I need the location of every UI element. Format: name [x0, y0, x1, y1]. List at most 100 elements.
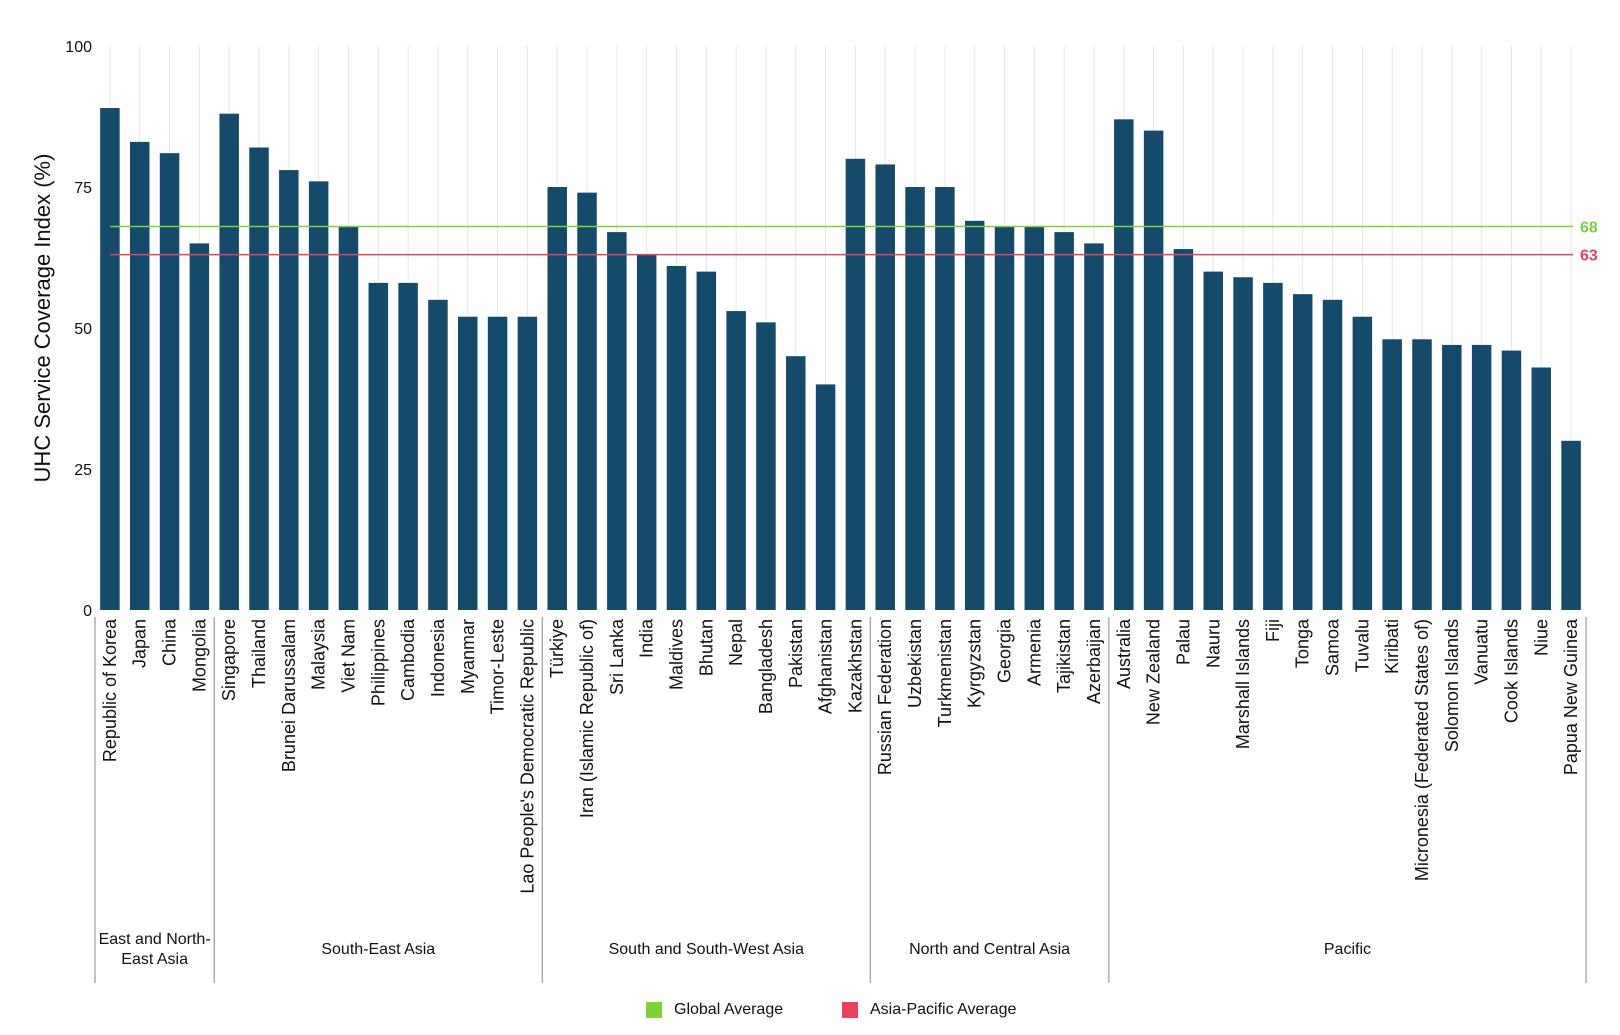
bar: [219, 113, 239, 611]
bar: [756, 322, 776, 610]
x-tick-label: Lao People's Democratic Republic: [517, 619, 537, 894]
y-tick-label: 75: [74, 180, 92, 197]
bar: [279, 170, 299, 610]
x-tick-label: Solomon Islands: [1442, 619, 1462, 752]
bar: [1203, 271, 1223, 610]
x-tick-label: Cook Islands: [1501, 619, 1521, 723]
x-tick-label: Indonesia: [428, 618, 448, 697]
asia-pacific-average-swatch: [842, 1002, 858, 1018]
bar: [1531, 367, 1552, 610]
bar: [1024, 226, 1045, 611]
group-label: South-East Asia: [321, 941, 435, 958]
bar: [1292, 294, 1313, 610]
x-axis: Republic of Korea Japan China Mongolia Singa…: [100, 618, 1581, 894]
x-tick-label: Tonga: [1293, 618, 1313, 668]
bar: [1084, 243, 1104, 610]
x-tick-label: Afghanistan: [816, 619, 836, 714]
bar: [935, 187, 955, 610]
x-tick-label: China: [160, 618, 180, 666]
y-tick-label: 50: [74, 321, 92, 338]
bar: [249, 147, 269, 610]
bar: [1382, 339, 1402, 610]
reference-lines: 68 63: [110, 219, 1598, 265]
x-tick-label: Singapore: [219, 619, 239, 701]
x-tick-label: Cambodia: [398, 618, 418, 701]
bar: [1263, 282, 1283, 610]
y-tick-label: 25: [74, 462, 92, 479]
bar: [159, 153, 180, 610]
x-tick-label: Viet Nam: [338, 619, 358, 693]
x-tick-label: Tajikistan: [1054, 619, 1074, 693]
bar: [1561, 440, 1581, 610]
group-label: Pacific: [1324, 941, 1371, 958]
x-tick-label: India: [637, 618, 657, 658]
bar: [815, 384, 836, 610]
x-tick-label: Maldives: [666, 619, 686, 690]
x-tick-label: Bangladesh: [756, 619, 776, 714]
bar: [1173, 249, 1194, 611]
bar: [1054, 232, 1074, 610]
x-tick-label: Iran (Islamic Republic of): [577, 619, 597, 818]
bar: [577, 192, 597, 610]
bar: [308, 181, 329, 611]
x-tick-label: Nauru: [1203, 619, 1223, 668]
bar: [666, 265, 687, 610]
bar: [129, 141, 150, 610]
region-groups: East and North-East Asia South-East Asia S…: [94, 617, 1587, 983]
x-tick-label: Vanuatu: [1472, 619, 1492, 685]
grid-lines: [109, 46, 1572, 610]
reference-line-label: 63: [1580, 248, 1598, 265]
x-tick-label: Armenia: [1024, 618, 1044, 686]
x-tick-label: Azerbaijan: [1084, 619, 1104, 704]
y-tick-label: 0: [83, 603, 92, 620]
bar: [786, 356, 806, 610]
x-tick-label: Nepal: [726, 619, 746, 666]
bar: [1322, 299, 1343, 610]
group-label: South and South-West Asia: [609, 941, 804, 958]
x-tick-label: Sri Lanka: [607, 618, 627, 695]
bar: [964, 220, 985, 610]
y-axis: 0 25 50 75 100 UHC Service Coverage Index (%): [30, 39, 92, 620]
x-tick-label: Palau: [1173, 619, 1193, 665]
x-tick-label: Republic of Korea: [100, 618, 120, 762]
group-label: North and Central Asia: [909, 941, 1070, 958]
x-tick-label: Malaysia: [309, 618, 329, 690]
bar: [428, 299, 448, 610]
legend-item-asia-pacific: Asia-Pacific Average: [842, 1001, 1016, 1019]
x-tick-label: Marshall Islands: [1233, 619, 1253, 749]
x-tick-label: Niue: [1531, 619, 1551, 656]
bar: [607, 232, 627, 610]
x-tick-label: Kazakhstan: [845, 619, 865, 713]
x-tick-label: Timor-Leste: [488, 619, 508, 714]
x-tick-label: Tuvalu: [1352, 619, 1372, 672]
x-tick-label: Mongolia: [189, 618, 209, 692]
x-tick-label: Russian Federation: [875, 619, 895, 775]
x-tick-label: Thailand: [249, 619, 269, 688]
bar: [696, 271, 717, 610]
bar: [1143, 130, 1164, 610]
bar: [1442, 344, 1462, 610]
bar: [1233, 277, 1253, 610]
x-tick-label: Kyrgyzstan: [965, 619, 985, 708]
x-tick-label: Brunei Darussalam: [279, 619, 299, 772]
bar: [1412, 339, 1432, 610]
bar: [994, 226, 1015, 611]
bar: [189, 243, 210, 610]
x-tick-label: Australia: [1114, 618, 1134, 689]
bar: [726, 311, 746, 610]
legend-global-label: Global Average: [674, 1001, 784, 1018]
x-tick-label: Philippines: [368, 619, 388, 706]
x-tick-label: Uzbekistan: [905, 619, 925, 708]
x-tick-label: Bhutan: [696, 619, 716, 676]
bar: [1471, 344, 1492, 610]
x-tick-label: New Zealand: [1144, 619, 1164, 725]
x-tick-label: Pakistan: [786, 619, 806, 688]
bar: [398, 282, 418, 610]
bar: [487, 316, 508, 610]
x-tick-label: Fiji: [1263, 619, 1283, 642]
y-axis-title: UHC Service Coverage Index (%): [30, 154, 55, 483]
bar: [100, 108, 120, 610]
bar-series: [100, 108, 1581, 611]
bar: [458, 316, 478, 610]
